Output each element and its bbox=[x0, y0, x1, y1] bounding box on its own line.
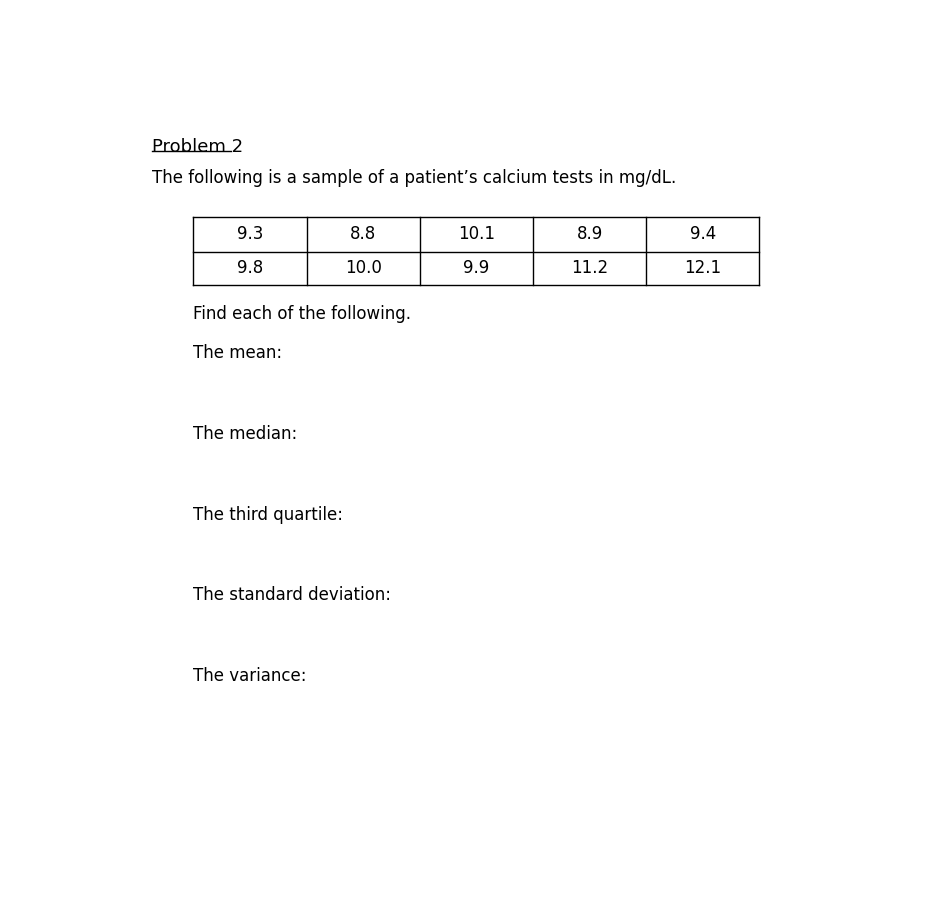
Text: The third quartile:: The third quartile: bbox=[194, 505, 343, 524]
Text: 9.9: 9.9 bbox=[463, 259, 489, 277]
Text: 12.1: 12.1 bbox=[683, 259, 720, 277]
Text: 9.8: 9.8 bbox=[236, 259, 263, 277]
Text: 8.9: 8.9 bbox=[576, 225, 602, 244]
Text: 11.2: 11.2 bbox=[570, 259, 607, 277]
Text: The following is a sample of a patient’s calcium tests in mg/dL.: The following is a sample of a patient’s… bbox=[151, 169, 675, 187]
Text: 9.4: 9.4 bbox=[689, 225, 715, 244]
Text: The median:: The median: bbox=[194, 425, 298, 443]
Text: 10.1: 10.1 bbox=[457, 225, 494, 244]
Text: The variance:: The variance: bbox=[194, 667, 307, 685]
Text: 9.3: 9.3 bbox=[236, 225, 263, 244]
Text: The mean:: The mean: bbox=[194, 344, 283, 362]
Text: 10.0: 10.0 bbox=[345, 259, 381, 277]
Text: The standard deviation:: The standard deviation: bbox=[194, 586, 391, 604]
Text: Problem 2: Problem 2 bbox=[151, 138, 243, 156]
Text: 8.8: 8.8 bbox=[349, 225, 376, 244]
Text: Find each of the following.: Find each of the following. bbox=[194, 305, 411, 324]
